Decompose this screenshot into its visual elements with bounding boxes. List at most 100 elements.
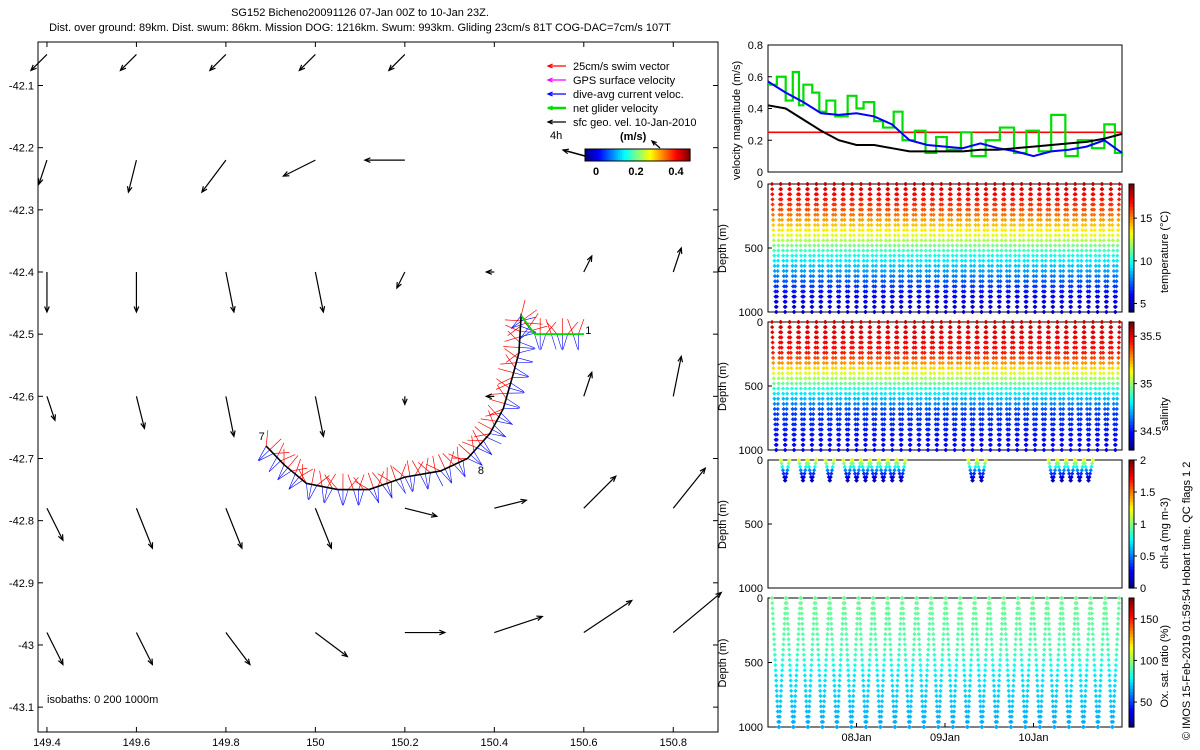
geo-vector-head — [126, 186, 133, 194]
depth-marker — [793, 263, 798, 269]
swim-vector — [528, 313, 539, 327]
depth-marker — [802, 274, 807, 279]
depth-marker — [807, 248, 812, 253]
geo-vector-head — [401, 398, 408, 406]
depth-marker — [784, 284, 789, 289]
depth-marker — [813, 212, 818, 217]
depth-marker — [780, 222, 785, 228]
depth-marker — [804, 212, 809, 217]
depth-marker — [793, 274, 798, 279]
depth-marker — [783, 304, 788, 310]
depth-marker — [793, 268, 798, 274]
depth-marker — [795, 212, 800, 217]
depth-marker — [812, 238, 817, 243]
net-velocity-track — [520, 315, 584, 335]
dac-vector — [562, 334, 568, 350]
depth-marker — [776, 238, 781, 243]
depth-marker — [803, 227, 808, 233]
dac-vector — [288, 476, 300, 490]
dac-vector — [500, 412, 513, 425]
map-x-tick-label: 150.2 — [391, 737, 419, 749]
map-colorbar-cell — [660, 149, 663, 161]
map-colorbar-cell — [623, 149, 626, 161]
dac-vector — [277, 470, 292, 480]
depth-marker — [790, 279, 796, 284]
geo-vector — [314, 507, 332, 549]
dac-vector — [428, 472, 431, 489]
depth-marker — [805, 186, 810, 192]
depth-marker — [797, 222, 803, 228]
depth-marker — [794, 227, 799, 233]
geo-vector-head — [484, 269, 493, 275]
map-y-tick-label: -42.6 — [9, 391, 34, 403]
swim-vector — [471, 435, 475, 452]
velocity-y-tick-label: 0.8 — [748, 40, 763, 52]
depth-marker — [787, 186, 793, 192]
depth-marker — [788, 212, 793, 217]
swim-vector — [438, 454, 446, 469]
depth-marker — [778, 186, 784, 192]
geo-vector-head — [396, 281, 402, 290]
depth-y-tick-label: 0 — [757, 179, 763, 191]
swim-vector — [491, 392, 508, 395]
dac-vector — [308, 485, 318, 500]
dac-vector — [518, 348, 535, 354]
depth-marker — [792, 304, 797, 310]
dac-vector — [306, 483, 309, 500]
dac-vector — [470, 454, 483, 466]
dac-vector — [514, 367, 529, 377]
depth-y-label: Depth (m) — [717, 362, 729, 411]
swim-vector — [451, 457, 468, 459]
dac-vector — [277, 467, 289, 481]
map-colorbar-cell — [653, 149, 656, 161]
depth-marker — [789, 238, 794, 243]
geo-vector-head — [37, 178, 44, 186]
dac-vector — [519, 326, 530, 340]
geo-vector — [583, 475, 617, 509]
map-colorbar-cell — [613, 149, 616, 161]
colorbar-tick-label: 5 — [1140, 298, 1146, 310]
map-colorbar-cell — [646, 149, 649, 161]
dac-vector — [556, 334, 562, 350]
depth-marker — [794, 222, 800, 228]
depth-marker — [797, 197, 802, 202]
map-colorbar-cell — [670, 149, 674, 161]
legend-small-arrow-head — [650, 139, 657, 146]
depth-marker — [788, 202, 793, 207]
geo-vector — [283, 159, 316, 177]
title-line-2: Dist. over ground: 89km. Dist. swum: 86k… — [49, 22, 671, 34]
dac-vector — [440, 470, 452, 484]
geo-vector — [46, 396, 56, 421]
map-colorbar-cell — [677, 149, 681, 161]
map-y-tick-label: -43.1 — [9, 702, 34, 714]
map-colorbar-cell — [621, 149, 625, 161]
depth-marker — [798, 243, 803, 248]
dac-vector — [498, 416, 514, 425]
swim-vector — [311, 468, 316, 485]
swim-vector — [425, 463, 441, 472]
map-y-tick-label: -42.7 — [9, 453, 34, 465]
velocity-series-line — [767, 104, 1123, 153]
geo-vector-head — [520, 498, 528, 505]
map-colorbar-cell — [665, 149, 668, 161]
swim-vector — [358, 474, 365, 490]
dac-vector — [511, 322, 527, 329]
map-colorbar-cell — [642, 149, 646, 161]
depth-marker — [790, 258, 795, 263]
depth-marker — [802, 263, 807, 269]
depth-marker — [812, 222, 818, 228]
depth-marker — [777, 217, 782, 222]
title-line-1: SG152 Bicheno20091126 07-Jan 00Z to 10-J… — [231, 7, 489, 19]
depth-marker — [779, 192, 784, 197]
geo-vector — [119, 54, 137, 71]
dac-vector — [491, 429, 507, 438]
map-x-tick-label: 149.6 — [123, 737, 151, 749]
geo-vector-head — [208, 64, 216, 72]
depth-marker — [811, 258, 816, 263]
depth-marker — [771, 222, 776, 228]
depth-marker — [785, 248, 790, 253]
depth-marker — [781, 268, 786, 274]
velocity-y-tick-label: 0 — [757, 167, 763, 179]
depth-marker — [780, 227, 785, 233]
depth-markers — [769, 181, 1122, 315]
